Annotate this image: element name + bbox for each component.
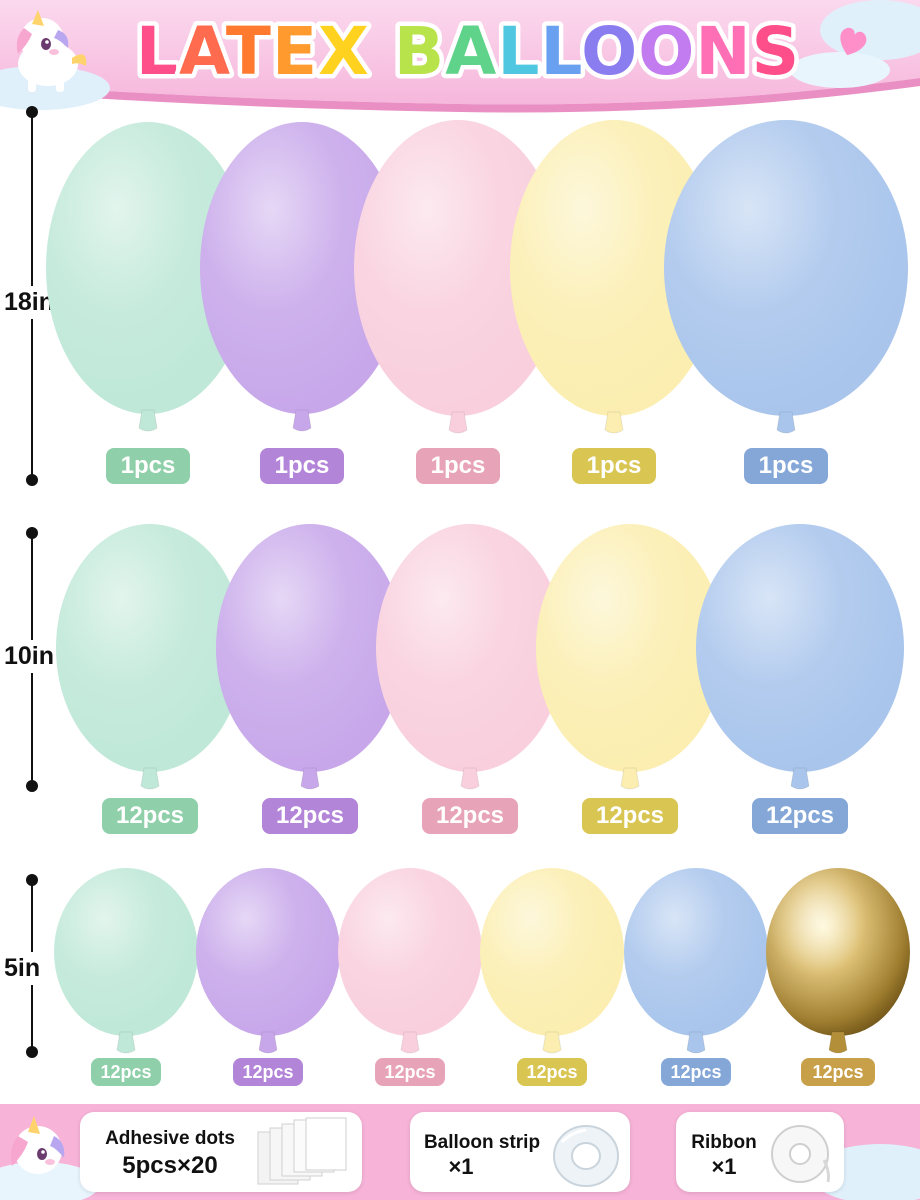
balloon-5in-purple <box>196 868 340 1054</box>
count-badge: 12pcs <box>262 798 358 834</box>
svg-text:LATEX BALLOONS: LATEX BALLOONS <box>136 13 800 90</box>
count-badge: 12pcs <box>422 798 518 834</box>
count-badge: 12pcs <box>102 798 198 834</box>
count-badge: 1pcs <box>260 448 344 484</box>
accessory-name: Balloon strip <box>423 1132 541 1153</box>
balloon-10in-purple <box>216 524 404 790</box>
accessory-qty: ×1 <box>448 1154 474 1179</box>
count-badge: 1pcs <box>416 448 500 484</box>
size-label-5in: 5in <box>2 952 43 985</box>
count-badge: 12pcs <box>233 1058 303 1086</box>
count-badge: 1pcs <box>106 448 190 484</box>
count-badge: 12pcs <box>661 1058 731 1086</box>
count-badge: 12pcs <box>91 1058 161 1086</box>
accessory-name: Adhesive dots <box>105 1128 235 1149</box>
count-badge: 1pcs <box>572 448 656 484</box>
accessory-card-adhesive-dots: Adhesive dots 5pcs×20 <box>80 1112 362 1192</box>
heart-icon <box>840 27 867 56</box>
count-badge: 12pcs <box>752 798 848 834</box>
balloon-18in-purple <box>200 122 404 432</box>
ribbon-roll-icon <box>771 1125 830 1183</box>
size-label-10in: 10in <box>2 640 57 673</box>
count-badge: 12pcs <box>375 1058 445 1086</box>
unicorn-icon <box>10 1116 65 1174</box>
balloon-5in-gold <box>766 868 910 1054</box>
tape-roll-icon <box>553 1125 619 1187</box>
balloon-18in-blue <box>664 120 908 434</box>
count-badge: 12pcs <box>582 798 678 834</box>
count-badge: 1pcs <box>744 448 828 484</box>
balloon-5in-pink <box>338 868 482 1054</box>
adhesive-sheets-icon <box>257 1117 347 1185</box>
balloon-10in-blue <box>696 524 904 790</box>
page-title: LATEX BALLOONS <box>131 9 803 93</box>
accessory-qty: ×1 <box>711 1154 737 1179</box>
accessory-qty: 5pcs×20 <box>122 1152 218 1179</box>
balloon-18in-yellow <box>510 120 718 434</box>
unicorn-icon <box>16 10 87 92</box>
count-badge: 12pcs <box>801 1058 875 1086</box>
accessory-card-ribbon: Ribbon ×1 <box>676 1112 844 1192</box>
size-label-18in: 18in <box>2 286 57 319</box>
balloon-5in-yellow <box>480 868 624 1054</box>
accessory-name: Ribbon <box>691 1132 757 1153</box>
count-badge: 12pcs <box>517 1058 587 1086</box>
balloon-5in-blue <box>624 868 768 1054</box>
balloon-10in-pink <box>376 524 564 790</box>
balloon-18in-mint <box>46 122 250 432</box>
balloon-18in-pink <box>354 120 562 434</box>
balloon-10in-mint <box>56 524 244 790</box>
accessory-card-balloon-strip: Balloon strip ×1 <box>410 1112 630 1192</box>
balloon-10in-yellow <box>536 524 724 790</box>
balloon-5in-mint <box>54 868 198 1054</box>
